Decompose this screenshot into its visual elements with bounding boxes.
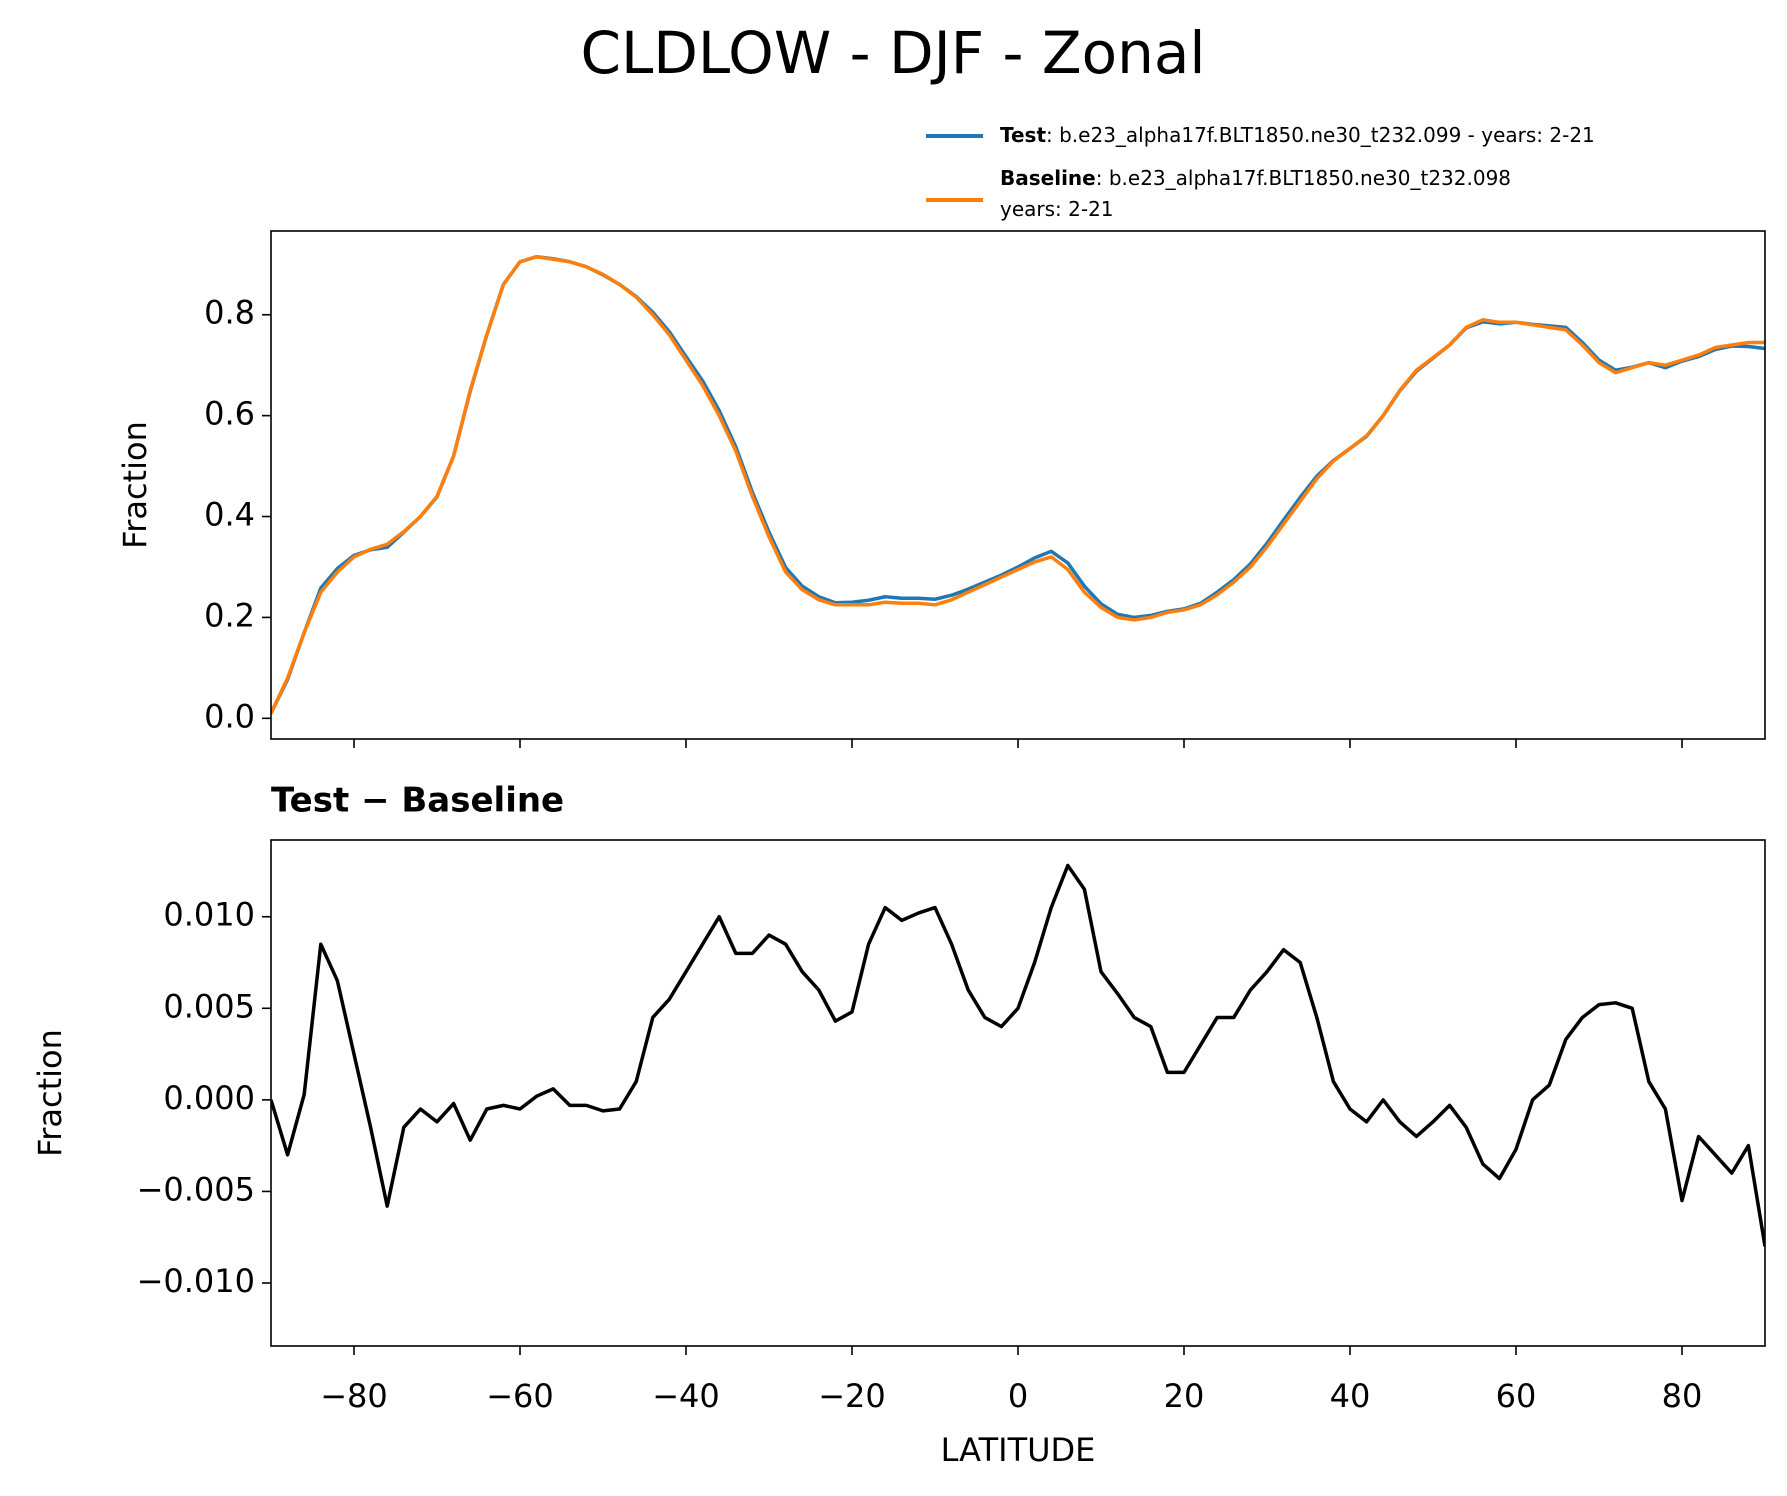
y-tick-label: 0.000 bbox=[163, 1079, 255, 1117]
legend-text: Test: b.e23_alpha17f.BLT1850.ne30_t232.0… bbox=[1000, 123, 1595, 147]
y-tick-label: 0.6 bbox=[204, 395, 255, 433]
y-tick-label: −0.005 bbox=[137, 1170, 255, 1208]
y-tick-label: 0.005 bbox=[163, 987, 255, 1025]
x-tick-label: −60 bbox=[486, 1377, 554, 1415]
legend-text: Baseline: b.e23_alpha17f.BLT1850.ne30_t2… bbox=[1000, 166, 1511, 190]
figure-title: CLDLOW - DJF - Zonal bbox=[580, 19, 1205, 87]
y-tick-label: −0.010 bbox=[137, 1262, 255, 1300]
x-tick-label: 60 bbox=[1496, 1377, 1537, 1415]
y-tick-label: 0.8 bbox=[204, 294, 255, 332]
x-axis-label: LATITUDE bbox=[941, 1431, 1096, 1469]
y-tick-label: 0.2 bbox=[204, 596, 255, 634]
x-tick-label: 20 bbox=[1164, 1377, 1205, 1415]
legend-name: Baseline bbox=[1000, 166, 1096, 190]
y-tick-label: 0.0 bbox=[204, 697, 255, 735]
data-line bbox=[271, 254, 1765, 715]
legend-description: years: 2-21 bbox=[1000, 197, 1114, 221]
x-tick-label: 0 bbox=[1008, 1377, 1028, 1415]
y-axis-label: Fraction bbox=[116, 421, 154, 549]
legend-description: : b.e23_alpha17f.BLT1850.ne30_t232.098 bbox=[1096, 166, 1511, 190]
x-tick-label: −80 bbox=[320, 1377, 388, 1415]
y-tick-label: 0.4 bbox=[204, 496, 255, 534]
y-axis-label: Fraction bbox=[31, 1029, 69, 1157]
data-line bbox=[271, 863, 1765, 1247]
x-tick-label: −40 bbox=[652, 1377, 720, 1415]
x-tick-label: −20 bbox=[818, 1377, 886, 1415]
legend-description: : b.e23_alpha17f.BLT1850.ne30_t232.099 -… bbox=[1046, 123, 1595, 147]
legend-text: years: 2-21 bbox=[1000, 197, 1114, 221]
legend-name: Test bbox=[1000, 123, 1046, 147]
y-tick-label: 0.010 bbox=[163, 896, 255, 934]
x-tick-label: 40 bbox=[1330, 1377, 1371, 1415]
subplot-title: Test − Baseline bbox=[271, 781, 564, 821]
x-tick-label: 80 bbox=[1662, 1377, 1703, 1415]
